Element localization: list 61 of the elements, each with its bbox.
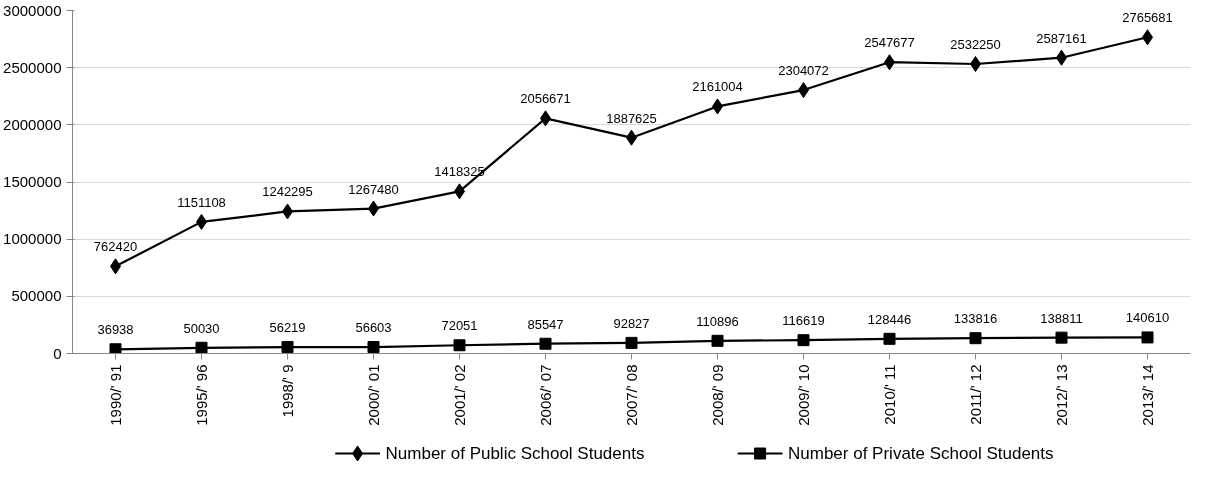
point [367,341,380,354]
point [1055,331,1068,344]
data-label: 2587161 [1036,30,1087,46]
data-label: 138811 [1040,310,1083,326]
data-label: 56603 [355,320,392,336]
data-label: 2532250 [950,36,1001,52]
point [1141,331,1154,344]
data-label: 110896 [696,313,739,329]
x-tick-label: 2007/' 08 [623,364,640,426]
x-tick-label: 2009/' 10 [795,364,812,426]
x-tick-label: 2008/' 09 [709,364,726,426]
x-tick-label: 1998/' 9 [279,364,296,418]
x-tick-label: 2006/' 07 [537,364,554,426]
data-label: 2765681 [1122,10,1173,26]
x-tick-label: 2010/' 11 [881,364,898,425]
point [109,343,122,354]
y-tick-label: 2000000 [3,115,62,133]
y-tick-label: 1000000 [3,230,62,248]
x-tick-label: 2012/' 13 [1053,364,1070,426]
legend-label: Number of Private School Students [788,444,1054,463]
x-tick-label: 2011/' 12 [967,364,984,425]
data-label: 72051 [441,318,478,334]
x-tick-label: 2013/' 14 [1139,364,1156,426]
x-tick-label: 2000/' 01 [365,364,382,426]
y-tick-label: 0 [53,344,62,362]
data-label: 1242295 [262,184,313,200]
point [797,334,810,347]
data-label: 1887625 [606,110,657,126]
point [281,341,294,354]
data-label: 2056671 [520,91,571,107]
data-label: 116619 [782,313,825,329]
point [453,339,466,352]
y-tick-label: 3000000 [3,1,62,19]
data-label: 1151108 [177,194,226,210]
data-label: 85547 [527,316,564,332]
x-tick-label: 2001/' 02 [451,364,468,426]
data-label: 762420 [93,239,138,255]
data-label: 2547677 [864,35,915,51]
data-label: 1418325 [434,164,485,180]
legend-label: Number of Public School Students [385,444,645,463]
y-tick-label: 2500000 [3,58,62,76]
x-tick-label: 1995/' 96 [193,364,210,426]
point [883,332,896,345]
data-label: 2161004 [692,79,743,95]
point [969,332,982,345]
data-label: 140610 [1125,310,1170,326]
data-label: 92827 [613,315,650,331]
point [195,341,208,354]
point [625,336,638,349]
data-label: 2304072 [778,63,829,79]
y-tick-label: 500000 [11,287,62,305]
x-tick-label: 1990/' 91 [107,364,124,426]
point [539,337,552,350]
data-label: 128446 [867,311,912,327]
y-tick-label: 1500000 [3,173,62,190]
data-label: 36938 [97,322,134,338]
data-label: 56219 [269,320,306,336]
point [711,334,724,347]
data-label: 50030 [183,320,220,336]
data-label: 133816 [953,311,998,327]
data-label: 1267480 [348,181,399,197]
